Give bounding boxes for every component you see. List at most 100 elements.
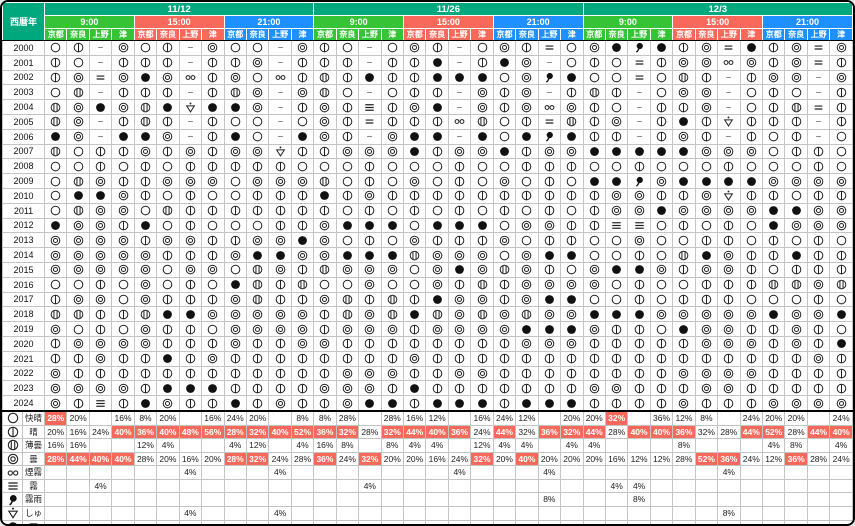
year-cell: 2010 xyxy=(2,187,45,204)
clear-icon xyxy=(566,57,577,68)
sunny-icon xyxy=(207,398,218,408)
weather-symbol-cell xyxy=(537,173,562,189)
missing-icon xyxy=(726,106,732,108)
legend-cell: 雨 xyxy=(2,519,45,524)
overcast-icon xyxy=(297,339,308,349)
thin-overcast-icon xyxy=(768,279,779,290)
clear-icon xyxy=(387,176,398,186)
overcast-icon xyxy=(477,324,487,334)
overcast-icon xyxy=(544,339,555,349)
percent-cell xyxy=(245,506,270,521)
sunny-icon xyxy=(342,117,353,127)
weather-symbol-cell xyxy=(649,217,674,234)
overcast-icon xyxy=(432,324,442,334)
weather-symbol-cell xyxy=(447,113,472,130)
weather-symbol-cell xyxy=(694,395,719,412)
weather-symbol-cell xyxy=(201,335,225,352)
overcast-icon xyxy=(50,368,61,379)
weather-symbol-cell xyxy=(447,335,472,352)
overcast-icon xyxy=(701,339,712,349)
weather-symbol-cell xyxy=(178,99,203,115)
weather-symbol-cell xyxy=(111,306,135,323)
clear-icon xyxy=(73,324,83,334)
weather-symbol-cell xyxy=(245,380,270,397)
overcast-icon xyxy=(297,43,308,53)
percent-cell: 20% xyxy=(492,451,517,467)
weather-symbol-cell xyxy=(156,99,180,115)
date-header: 11/12 xyxy=(43,2,315,16)
weather-symbol-cell xyxy=(627,365,651,382)
weather-symbol-cell xyxy=(515,291,539,308)
weather-symbol-cell xyxy=(358,158,382,175)
sunny-icon xyxy=(768,250,779,260)
percent-cell xyxy=(627,465,651,480)
weather-symbol-cell xyxy=(133,365,158,382)
sunny-icon xyxy=(140,87,151,98)
sunny-icon xyxy=(724,294,734,305)
legend-icon-box xyxy=(4,453,23,465)
percent-cell: 44% xyxy=(492,424,517,440)
sunny-icon xyxy=(275,191,285,201)
city-header: 京都 xyxy=(402,28,427,41)
percent-cell xyxy=(806,478,831,494)
weather-symbol-cell xyxy=(88,365,113,382)
clear-icon xyxy=(163,265,173,275)
weather-symbol-cell xyxy=(358,173,382,189)
overcast-icon xyxy=(701,43,712,53)
clear-icon xyxy=(7,412,18,424)
year-cell: 2001 xyxy=(2,54,45,71)
sunny-icon xyxy=(611,131,622,142)
missing-icon xyxy=(816,76,821,79)
city-header: 津 xyxy=(649,28,674,41)
weather-symbol-cell xyxy=(537,202,562,219)
rain-icon xyxy=(679,324,689,334)
weather-symbol-cell xyxy=(649,202,674,219)
rain-icon xyxy=(567,250,577,260)
overcast-icon xyxy=(836,72,846,83)
weather-symbol-cell xyxy=(717,350,741,367)
rain-icon xyxy=(73,191,83,201)
sunny-icon xyxy=(50,72,61,83)
weather-symbol-cell xyxy=(761,291,786,308)
weather-symbol-cell xyxy=(492,40,517,56)
weather-symbol-cell xyxy=(717,187,741,204)
weather-symbol-cell xyxy=(739,187,764,204)
sunny-icon xyxy=(522,191,532,201)
sunny-icon xyxy=(499,191,510,201)
weather-symbol-cell xyxy=(806,40,831,56)
sunny-icon xyxy=(656,383,667,394)
overcast-icon xyxy=(611,205,622,216)
clear-icon xyxy=(387,279,398,290)
overcast-icon xyxy=(95,220,106,231)
missing-icon xyxy=(457,106,462,108)
time-header-row: 9:00 15:00 21:00 9:00 15:00 21:00 9:00 15:00 21:… xyxy=(3,15,853,29)
haze-icon xyxy=(723,60,734,66)
missing-icon xyxy=(367,62,373,64)
weather-symbol-cell xyxy=(694,247,719,263)
weather-symbol-cell xyxy=(313,54,337,71)
percent-cell xyxy=(425,492,449,508)
weather-symbol-cell xyxy=(133,306,158,323)
overcast-icon xyxy=(342,398,353,408)
sunny-icon xyxy=(320,146,330,157)
clear-icon xyxy=(342,235,353,246)
percent-cell: 4% xyxy=(829,438,853,453)
overcast-icon xyxy=(768,72,779,83)
weather-symbol-cell xyxy=(717,380,741,397)
legend-cell: 快晴 xyxy=(2,409,45,426)
sunny-icon xyxy=(320,368,330,379)
weather-symbol-cell xyxy=(223,321,247,337)
sunny-icon xyxy=(522,146,532,157)
thin-overcast-icon xyxy=(73,205,83,216)
weather-symbol-cell xyxy=(358,99,382,115)
time-header: 9:00 xyxy=(313,15,404,29)
weather-symbol-cell xyxy=(268,261,292,278)
weather-symbol-cell xyxy=(761,306,786,323)
weather-symbol-cell xyxy=(515,321,539,337)
weather-symbol-cell xyxy=(537,158,562,175)
city-header: 京都 xyxy=(43,28,68,41)
weather-symbol-cell xyxy=(515,261,539,278)
weather-symbol-cell xyxy=(649,380,674,397)
weather-symbol-cell xyxy=(43,40,68,56)
percent-cell: 16% xyxy=(313,438,337,453)
